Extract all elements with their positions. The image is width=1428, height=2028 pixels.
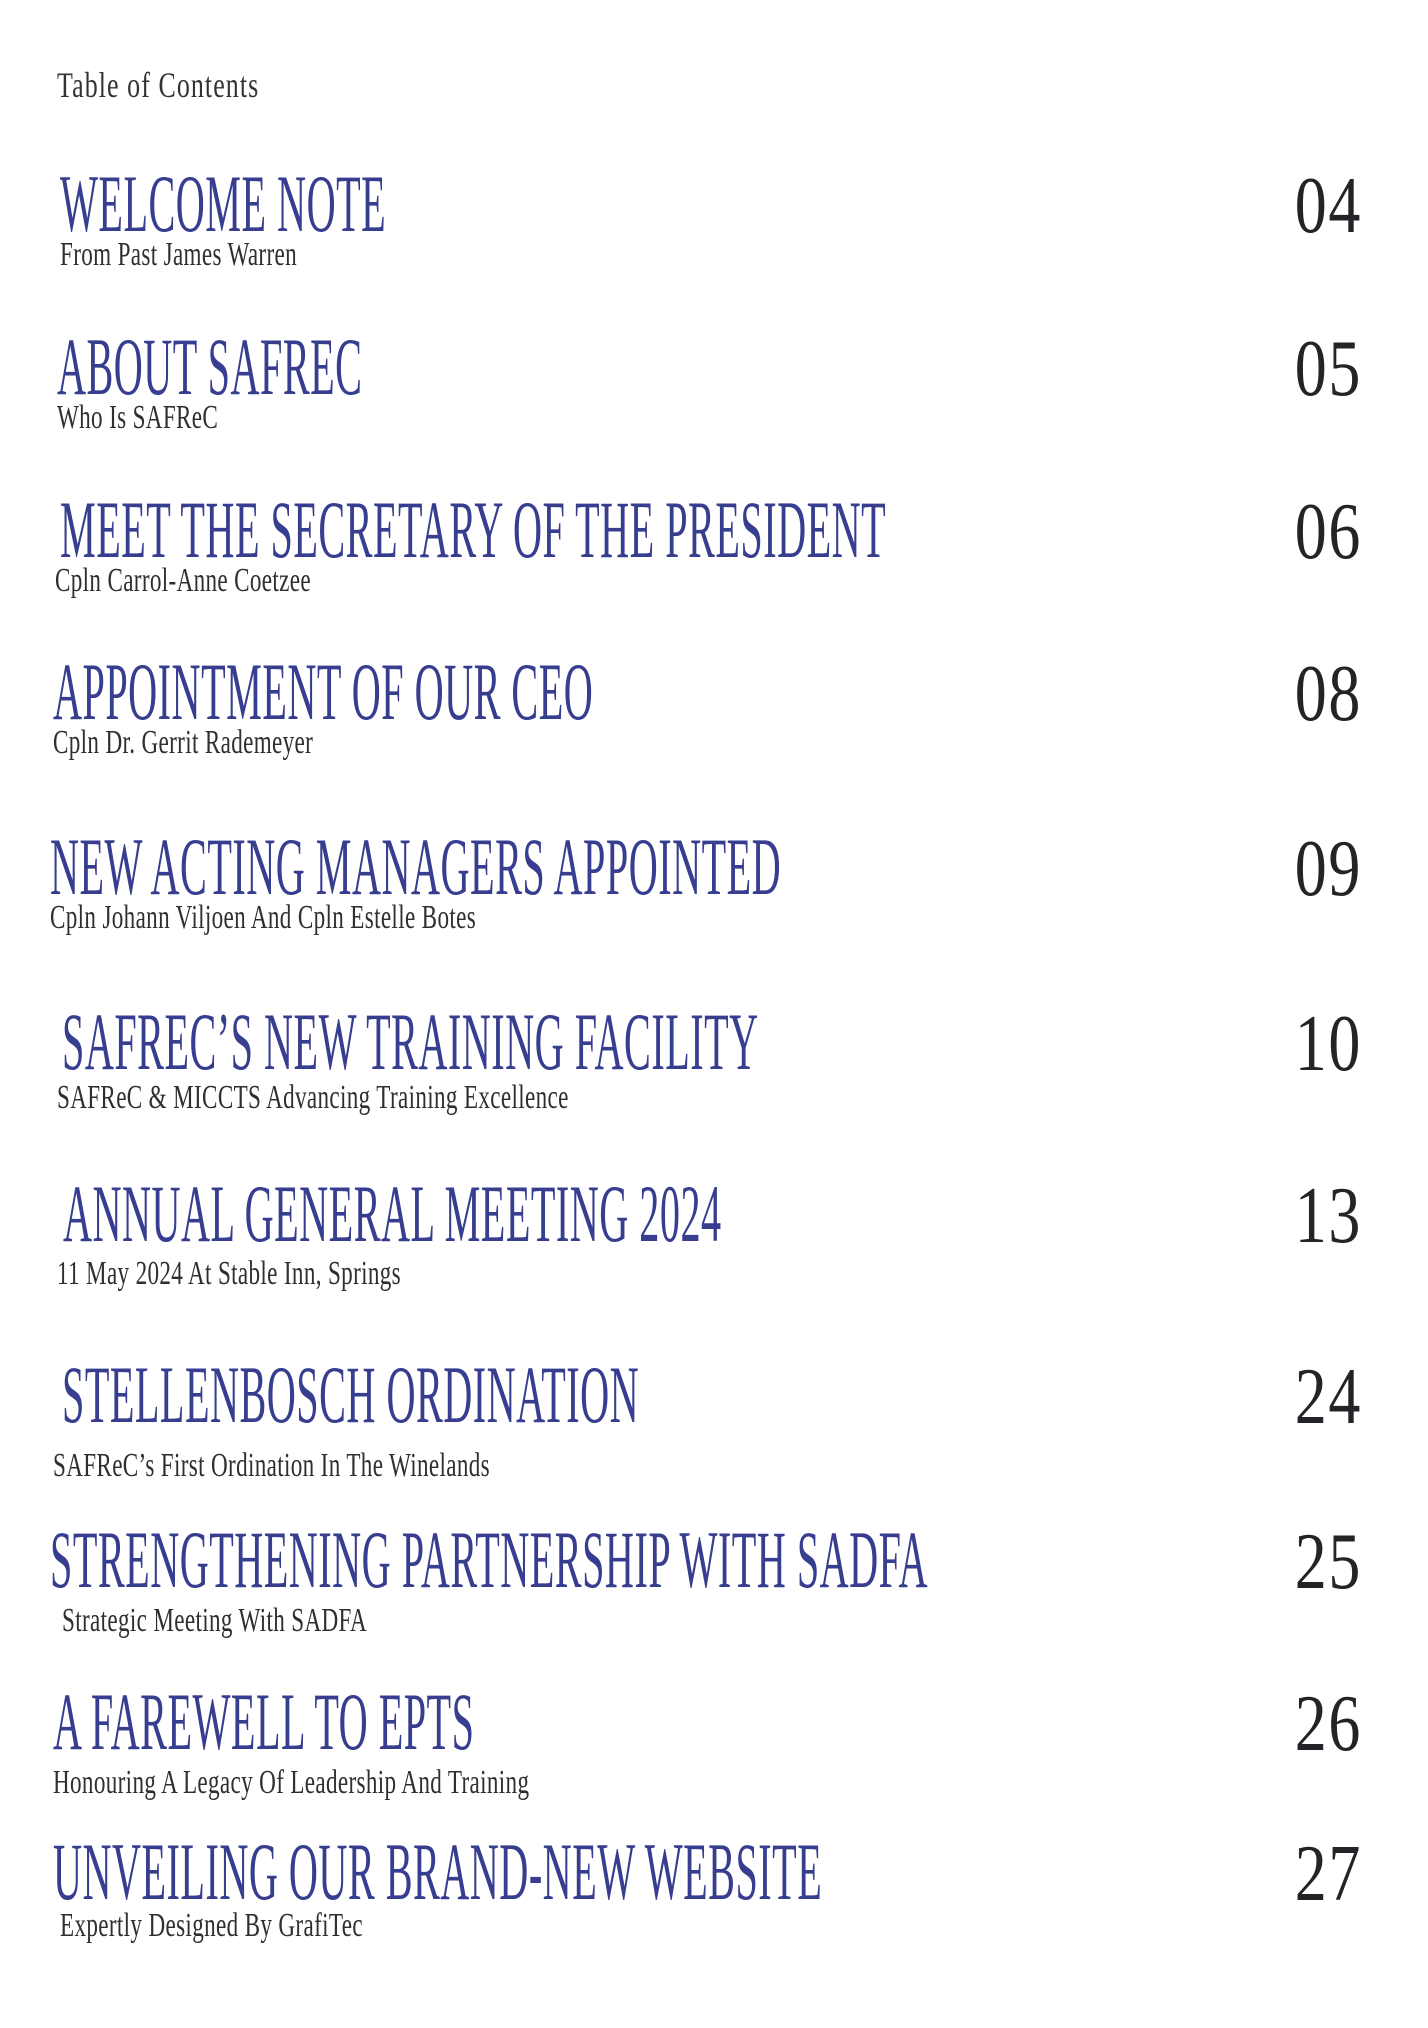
toc-entry-subtitle: Cpln Johann Viljoen And Cpln Estelle Bot… [50, 899, 477, 936]
toc-entry: STELLENBOSCH ORDINATION SAFReC’s First O… [53, 1349, 1362, 1483]
toc-entry-title[interactable]: ABOUT SAFREC [57, 321, 363, 412]
toc-entry: ANNUAL GENERAL MEETING 2024 11 May 2024 … [57, 1168, 1362, 1291]
toc-entry-subtitle: 11 May 2024 At Stable Inn, Springs [57, 1255, 402, 1292]
toc-entry-subtitle: Strategic Meeting With SADFA [62, 1602, 368, 1639]
toc-entry-title[interactable]: APPOINTMENT OF OUR CEO [53, 646, 594, 737]
toc-entry-subtitle: From Past James Warren [60, 236, 298, 273]
toc-entry-page-number: 10 [1294, 1000, 1362, 1088]
toc-entry-subtitle: Cpln Dr. Gerrit Rademeyer [53, 724, 314, 761]
toc-entry-title[interactable]: WELCOME NOTE [60, 158, 387, 249]
toc-entry-subtitle: Expertly Designed By GrafiTec [60, 1907, 363, 1944]
toc-entry-title[interactable]: SAFREC’S NEW TRAINING FACILITY [62, 996, 759, 1087]
toc-entry: NEW ACTING MANAGERS APPOINTED Cpln Johan… [50, 826, 1362, 935]
toc-entry-title[interactable]: NEW ACTING MANAGERS APPOINTED [50, 821, 782, 912]
toc-entry: STRENGTHENING PARTNERSHIP WITH SADFA Str… [50, 1519, 1362, 1638]
toc-entry: ABOUT SAFREC Who Is SAFReC 05 [57, 326, 1362, 435]
toc-entry-page-number: 08 [1294, 650, 1362, 738]
toc-entry: MEET THE SECRETARY OF THE PRESIDENT Cpln… [55, 484, 1362, 598]
toc-entry-page-number: 27 [1294, 1830, 1362, 1918]
toc-entry-page-number: 09 [1294, 825, 1362, 913]
toc-entry: APPOINTMENT OF OUR CEO Cpln Dr. Gerrit R… [53, 651, 1362, 760]
toc-entry-title[interactable]: STRENGTHENING PARTNERSHIP WITH SADFA [50, 1514, 929, 1605]
toc-entry-page-number: 04 [1294, 162, 1362, 250]
toc-entry-title[interactable]: ANNUAL GENERAL MEETING 2024 [63, 1168, 722, 1259]
toc-entry-subtitle: Honouring A Legacy Of Leadership And Tra… [53, 1764, 530, 1801]
toc-entry-title[interactable]: MEET THE SECRETARY OF THE PRESIDENT [60, 484, 887, 575]
toc-entry-page-number: 26 [1294, 1680, 1362, 1768]
toc-entry-subtitle: SAFReC’s First Ordination In The Winelan… [53, 1447, 491, 1484]
toc-entry-title[interactable]: STELLENBOSCH ORDINATION [62, 1349, 640, 1440]
toc-entry-page-number: 06 [1294, 488, 1362, 576]
toc-entry-subtitle: SAFReC & MICCTS Advancing Training Excel… [57, 1079, 569, 1116]
toc-entry-title[interactable]: UNVEILING OUR BRAND-NEW WEBSITE [53, 1826, 823, 1917]
toc-entry-subtitle: Cpln Carrol-Anne Coetzee [55, 562, 311, 599]
toc-entry-title[interactable]: A FAREWELL TO EPTS [53, 1676, 475, 1767]
toc-entry-page-number: 05 [1294, 325, 1362, 413]
toc-entry: A FAREWELL TO EPTS Honouring A Legacy Of… [53, 1681, 1362, 1800]
page-title: Table of Contents [57, 65, 260, 105]
toc-entry: WELCOME NOTE From Past James Warren 04 [60, 163, 1362, 272]
toc-entry-page-number: 24 [1294, 1353, 1362, 1441]
toc-entry-page-number: 25 [1294, 1518, 1362, 1606]
toc-entry-subtitle: Who Is SAFReC [57, 399, 219, 436]
toc-entry: SAFREC’S NEW TRAINING FACILITY SAFReC & … [57, 996, 1362, 1115]
toc-entry: UNVEILING OUR BRAND-NEW WEBSITE Expertly… [53, 1831, 1362, 1943]
toc-entry-page-number: 13 [1294, 1172, 1362, 1260]
